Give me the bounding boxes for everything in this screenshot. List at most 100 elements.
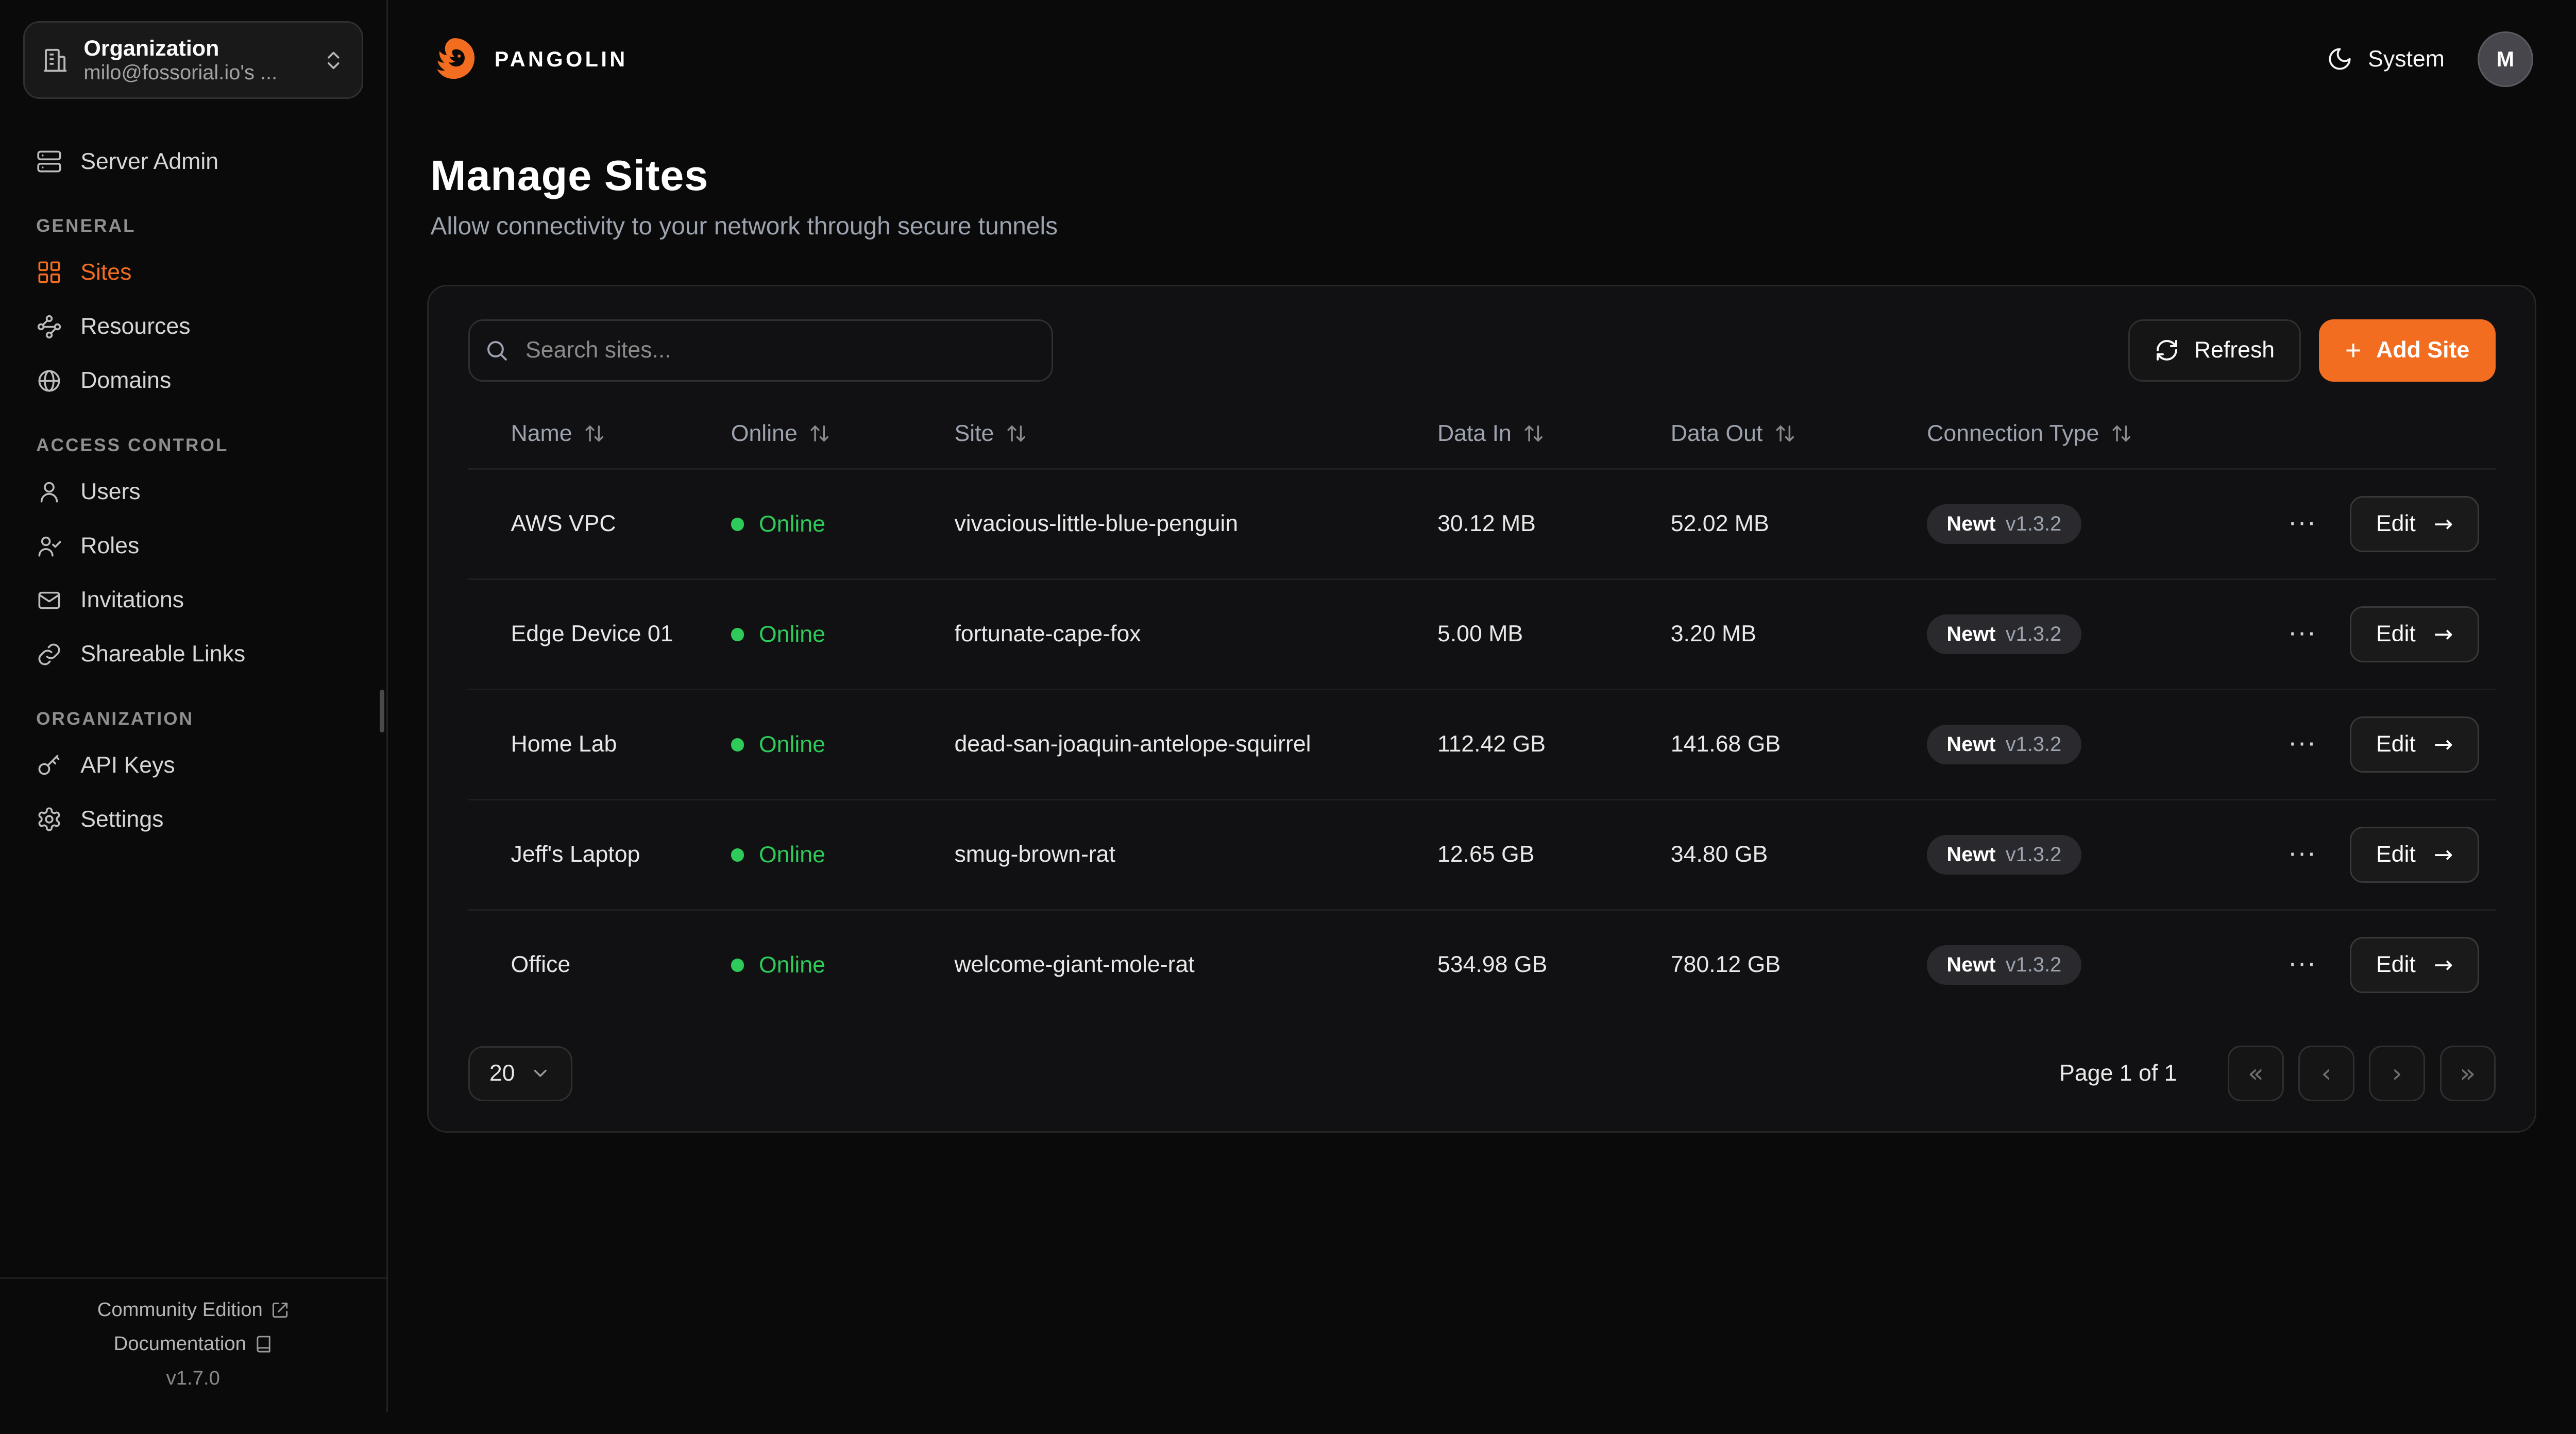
table-row: Jeff's Laptop Online smug-brown-rat 12.6…	[468, 798, 2496, 910]
section-heading-access-control: ACCESS CONTROL	[36, 435, 229, 455]
sidebar-item-label: Sites	[80, 259, 132, 285]
status-badge: Online	[731, 952, 825, 978]
avatar[interactable]: M	[2477, 31, 2534, 87]
online-dot	[731, 518, 744, 531]
site-slug: vivacious-little-blue-penguin	[954, 511, 1239, 537]
site-slug: welcome-giant-mole-rat	[938, 909, 1421, 1019]
status-badge: Online	[731, 511, 825, 537]
sidebar-scrollbar[interactable]	[379, 690, 385, 733]
row-actions-button[interactable]: ···	[2282, 506, 2324, 541]
topbar: PANGOLIN System M	[388, 0, 2576, 118]
sidebar-item-users[interactable]: Users	[20, 466, 366, 518]
connection-type-badge: Newt v1.3.2	[1927, 945, 2081, 985]
connection-type-badge: Newt v1.3.2	[1927, 724, 2081, 764]
row-actions-button[interactable]: ···	[2282, 947, 2324, 982]
sidebar-item-resources[interactable]: Resources	[20, 300, 366, 353]
site-name: Edge Device 01	[468, 578, 715, 690]
column-header-connection-type[interactable]: Connection Type	[1927, 421, 2132, 447]
globe-icon	[36, 368, 62, 394]
page-head: Manage Sites Allow connectivity to your …	[388, 118, 2576, 241]
arrow-right-icon: →	[2433, 841, 2453, 868]
last-page-button[interactable]: »	[2439, 1045, 2496, 1102]
edit-button[interactable]: Edit →	[2350, 606, 2480, 662]
sidebar-item-invitations[interactable]: Invitations	[20, 574, 366, 626]
server-icon	[36, 148, 62, 175]
status-badge: Online	[731, 732, 825, 758]
page-title: Manage Sites	[430, 151, 709, 200]
arrow-right-icon: →	[2433, 951, 2453, 979]
sidebar-item-roles[interactable]: Roles	[20, 520, 366, 572]
plus-icon: +	[2345, 335, 2362, 366]
arrow-right-icon: →	[2433, 621, 2453, 648]
search-box	[468, 319, 1053, 382]
row-actions-button[interactable]: ···	[2282, 727, 2324, 762]
column-header-name[interactable]: Name	[511, 421, 605, 447]
sidebar-item-label: API Keys	[80, 752, 175, 778]
card-toolbar: Refresh + Add Site	[468, 319, 2496, 382]
edit-button[interactable]: Edit →	[2350, 716, 2480, 773]
sidebar-item-label: Settings	[80, 806, 164, 832]
org-subtitle: milo@fossorial.io's ...	[83, 61, 278, 84]
site-name: Jeff's Laptop	[468, 798, 715, 910]
sidebar-item-label: Shareable Links	[80, 641, 246, 667]
row-actions-button[interactable]: ···	[2282, 617, 2324, 652]
page-size-select[interactable]: 20	[468, 1046, 572, 1101]
data-out-value: 34.80 GB	[1654, 798, 1911, 910]
column-header-online[interactable]: Online	[731, 421, 831, 447]
brand[interactable]: PANGOLIN	[430, 35, 628, 84]
sidebar-item-shareable-links[interactable]: Shareable Links	[20, 628, 366, 680]
pangolin-logo-icon	[430, 35, 480, 84]
search-input[interactable]	[468, 319, 1053, 382]
sidebar-item-settings[interactable]: Settings	[20, 793, 366, 846]
row-actions-button[interactable]: ···	[2282, 837, 2324, 872]
add-site-button[interactable]: + Add Site	[2318, 319, 2496, 382]
sort-icon	[2112, 425, 2130, 442]
sites-table: Name Online Site Data In Data Out Connec…	[468, 401, 2496, 1019]
refresh-button[interactable]: Refresh	[2128, 319, 2301, 382]
sidebar-item-sites[interactable]: Sites	[20, 246, 366, 299]
chevron-left-icon: ‹	[2321, 1058, 2332, 1089]
page-info: Page 1 of 1	[2059, 1061, 2177, 1086]
column-header-site[interactable]: Site	[954, 421, 1027, 447]
theme-label: System	[2368, 46, 2445, 72]
edit-button[interactable]: Edit →	[2350, 496, 2480, 552]
sidebar-nav: Server Admin GENERAL Sites Resources Dom…	[0, 112, 386, 1277]
book-icon	[255, 1335, 273, 1353]
waypoints-icon	[36, 314, 62, 340]
edit-button[interactable]: Edit →	[2350, 826, 2480, 883]
community-edition-link[interactable]: Community Edition	[13, 1299, 374, 1321]
online-dot	[731, 848, 744, 862]
sidebar-footer: Community Edition Documentation v1.7.0	[0, 1277, 386, 1413]
sort-icon	[1776, 425, 1794, 442]
sidebar-item-label: Domains	[80, 368, 172, 394]
sidebar-item-server-admin[interactable]: Server Admin	[20, 135, 366, 188]
data-out-value: 3.20 MB	[1654, 578, 1911, 690]
sidebar-item-domains[interactable]: Domains	[20, 354, 366, 407]
search-icon	[484, 338, 509, 363]
previous-page-button[interactable]: ‹	[2298, 1045, 2354, 1102]
edit-button[interactable]: Edit →	[2350, 936, 2480, 993]
sort-icon	[585, 425, 603, 442]
sidebar-item-label: Resources	[80, 314, 191, 339]
mail-icon	[36, 587, 62, 613]
column-header-data-out[interactable]: Data Out	[1671, 421, 1795, 447]
online-dot	[731, 738, 744, 752]
arrow-right-icon: →	[2433, 731, 2453, 758]
org-title: Organization	[83, 36, 219, 61]
sort-icon	[1007, 425, 1025, 442]
main-area: PANGOLIN System M Manage Sites Allow con…	[388, 0, 2576, 1412]
theme-toggle[interactable]: System	[2327, 46, 2445, 72]
app-version: v1.7.0	[166, 1367, 220, 1389]
site-name: AWS VPC	[511, 511, 616, 537]
documentation-link[interactable]: Documentation	[13, 1333, 374, 1355]
sidebar-item-api-keys[interactable]: API Keys	[20, 739, 366, 792]
link-icon	[36, 641, 62, 668]
sidebar-item-label: Invitations	[80, 587, 184, 613]
org-selector[interactable]: Organization milo@fossorial.io's ...	[23, 21, 363, 99]
brand-name: PANGOLIN	[494, 46, 628, 71]
next-page-button[interactable]: ›	[2369, 1045, 2425, 1102]
data-out-value: 52.02 MB	[1670, 511, 1769, 537]
external-link-icon	[271, 1301, 289, 1319]
first-page-button[interactable]: «	[2228, 1045, 2284, 1102]
column-header-data-in[interactable]: Data In	[1437, 421, 1545, 447]
